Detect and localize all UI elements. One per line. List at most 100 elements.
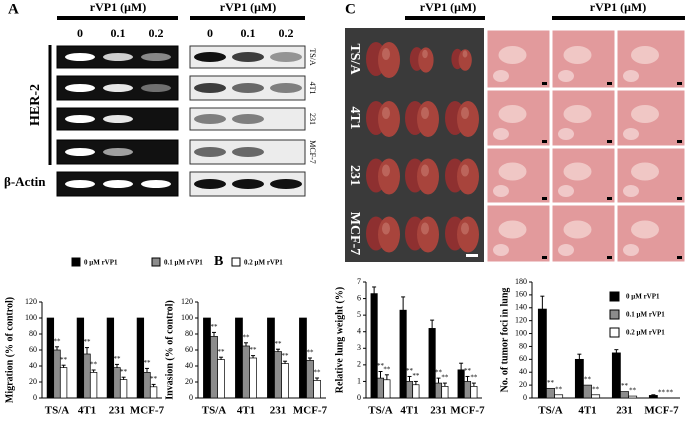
- x-tick-label: MCF-7: [293, 405, 328, 417]
- lung: [418, 47, 434, 73]
- bar: [412, 384, 420, 399]
- scale-bar: [607, 256, 612, 259]
- histology-space: [563, 220, 592, 239]
- histology-space: [563, 46, 592, 64]
- bar: [267, 317, 275, 399]
- y-tick-label: 120: [25, 297, 37, 306]
- bar: [591, 394, 601, 399]
- bar: [299, 317, 307, 399]
- header: rVP1 (μM): [90, 0, 146, 14]
- histology-space: [493, 244, 509, 256]
- lung: [417, 216, 439, 253]
- bar: [463, 381, 472, 399]
- panel-label: C: [345, 1, 356, 17]
- significance-label: **: [282, 352, 290, 360]
- bar: [554, 394, 564, 399]
- bar: [546, 387, 555, 399]
- y-tick-label: 0: [523, 393, 527, 402]
- y-axis-label: Relative lung weight (%): [334, 287, 345, 393]
- y-tick-label: 60: [185, 345, 193, 354]
- significance-label: **: [211, 323, 219, 331]
- y-tick-label: 4: [357, 327, 361, 336]
- y-tick-label: 20: [519, 380, 527, 389]
- header-bar: [190, 16, 305, 20]
- y-tick-label: 20: [29, 377, 37, 386]
- histology-space: [563, 105, 592, 123]
- header: rVP1 (μM): [590, 0, 646, 14]
- cell-line-label: MCF-7: [308, 140, 317, 164]
- blot-band: [194, 52, 226, 62]
- bar: [383, 379, 391, 399]
- cell-line-label: TS/A: [308, 48, 317, 66]
- bar: [281, 363, 289, 399]
- significance-label: **: [406, 367, 414, 375]
- y-tick-label: 100: [181, 313, 193, 322]
- y-tick-label: 80: [29, 329, 37, 338]
- histology-space: [631, 46, 659, 64]
- scale-bar: [677, 197, 682, 200]
- histology-space: [623, 128, 639, 140]
- legend-label: 0.2 μM rVP1: [244, 259, 283, 267]
- legend-label: 0.1 μM rVP1: [626, 311, 665, 319]
- header-bar: [552, 16, 685, 20]
- significance-label: **: [592, 385, 600, 393]
- x-tick-label: 231: [430, 405, 447, 417]
- bar: [583, 384, 592, 399]
- concentration-label: 0.2: [149, 26, 164, 40]
- bar: [628, 395, 638, 399]
- bar: [574, 358, 584, 399]
- gel-band: [103, 148, 133, 156]
- lung-highlight: [421, 107, 429, 119]
- bar: [203, 317, 211, 399]
- bar: [306, 360, 314, 399]
- group-label: HER-2: [28, 84, 43, 126]
- histology-space: [558, 128, 574, 140]
- gel-band: [103, 84, 133, 92]
- significance-label: **: [114, 355, 122, 363]
- gel-band: [65, 84, 95, 92]
- bar: [370, 293, 378, 399]
- bar: [119, 379, 128, 399]
- gel-band: [65, 148, 95, 156]
- bar: [434, 382, 443, 399]
- y-tick-label: 80: [185, 329, 193, 338]
- cell-line-label: 231: [347, 165, 362, 186]
- lung: [458, 49, 472, 71]
- y-axis-label: Invasion (% of control): [164, 300, 175, 400]
- significance-label: **: [120, 368, 128, 376]
- gel-band: [141, 53, 171, 61]
- scale-bar: [542, 140, 547, 143]
- y-tick-label: 0: [357, 393, 361, 402]
- bar: [89, 372, 98, 399]
- bar: [249, 357, 257, 399]
- significance-label: **: [584, 376, 592, 384]
- lung: [378, 101, 400, 137]
- bar: [242, 345, 250, 399]
- significance-label: **: [275, 340, 283, 348]
- bar: [46, 317, 55, 399]
- lung: [457, 158, 479, 195]
- header-bar: [405, 16, 485, 20]
- significance-label: **: [547, 379, 555, 387]
- cell-line-label: TS/A: [347, 43, 362, 75]
- significance-label: **: [243, 333, 251, 341]
- significance-label: **: [621, 382, 629, 390]
- significance-label: **: [377, 362, 385, 370]
- concentration-label: 0.1: [111, 26, 126, 40]
- y-tick-label: 100: [515, 328, 527, 337]
- histology-space: [558, 185, 574, 197]
- blot-band: [270, 83, 302, 93]
- significance-label: **: [470, 374, 478, 382]
- y-tick-label: 40: [185, 361, 193, 370]
- histology-space: [498, 105, 527, 123]
- gel-band: [65, 115, 95, 123]
- x-tick-label: 231: [616, 405, 633, 417]
- significance-label: **: [84, 338, 92, 346]
- histology-space: [623, 70, 639, 82]
- legend-label: 0 μM rVP1: [84, 259, 118, 267]
- histology-space: [558, 70, 574, 82]
- x-tick-label: TS/A: [202, 405, 227, 417]
- blot-band: [194, 179, 226, 189]
- bar: [428, 328, 436, 399]
- x-tick-label: TS/A: [368, 405, 393, 417]
